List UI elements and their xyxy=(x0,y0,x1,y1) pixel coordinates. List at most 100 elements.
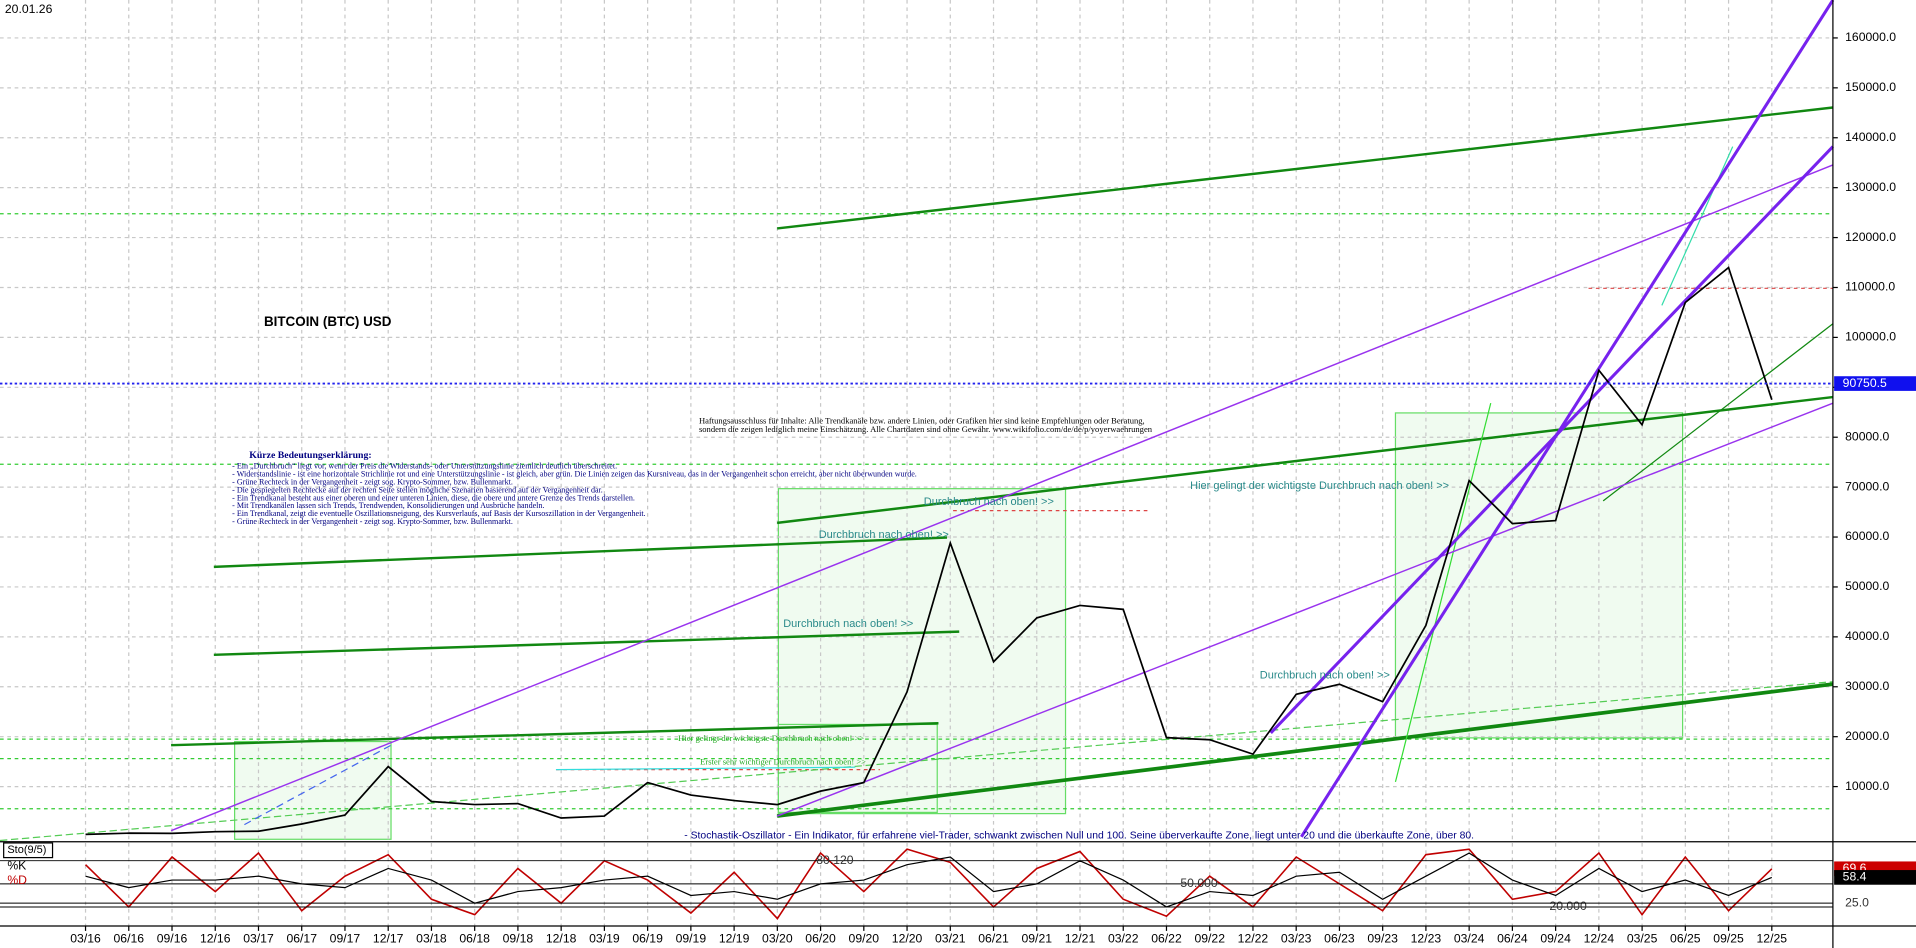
y-tick-label: 30000.0 xyxy=(1845,679,1889,693)
x-tick-label: 06/21 xyxy=(978,932,1009,946)
trend-line xyxy=(776,402,1834,817)
x-tick-label: 03/21 xyxy=(935,932,966,946)
annotation: Durchbruch nach oben! >> xyxy=(1260,669,1390,681)
y-tick-label: 10000.0 xyxy=(1845,779,1889,793)
x-tick-label: 03/17 xyxy=(243,932,274,946)
y-tick-label: 140000.0 xyxy=(1845,130,1896,144)
x-tick-label: 12/19 xyxy=(719,932,750,946)
value-tag xyxy=(1834,870,1916,885)
x-tick-label: 09/24 xyxy=(1540,932,1571,946)
annotation: - Die gespiegelten Rechtecke auf der rec… xyxy=(232,485,603,494)
y-tick-label: 70000.0 xyxy=(1845,479,1889,493)
x-tick-label: 09/25 xyxy=(1713,932,1744,946)
x-tick-label: 06/24 xyxy=(1497,932,1528,946)
annotation: Durchbruch nach oben! >> xyxy=(819,529,949,541)
y-tick-label: 25.0 xyxy=(1845,895,1869,909)
y-tick-label: 60000.0 xyxy=(1845,529,1889,543)
indicator-title: Sto(9/5) xyxy=(7,844,46,856)
x-tick-label: 09/17 xyxy=(330,932,361,946)
x-tick-label: 06/18 xyxy=(459,932,490,946)
value-label: 58.4 xyxy=(1843,870,1867,884)
x-tick-label: 06/19 xyxy=(632,932,663,946)
indicator-box xyxy=(3,842,54,859)
annotation: Hier gelingt der wichtigste Durchbruch n… xyxy=(1190,480,1449,492)
y-tick-label: 20000.0 xyxy=(1845,729,1889,743)
x-tick-label: 09/23 xyxy=(1367,932,1398,946)
y-tick-label: 20.000 xyxy=(1549,899,1587,913)
y-tick-label: 50.000 xyxy=(1180,876,1218,890)
annotation: - Stochastik-Oszillator - Ein Indikator,… xyxy=(684,830,1474,841)
zone-rect xyxy=(234,740,392,840)
y-tick-label: 120000.0 xyxy=(1845,230,1896,244)
annotation: - Mit Trendkanälen lassen sich Trends, T… xyxy=(232,501,544,510)
annotation: Durchbruch nach oben! >> xyxy=(924,496,1054,508)
annotation: Haftungsausschluss für Inhalte: Alle Tre… xyxy=(699,415,1145,425)
trend-line xyxy=(244,744,392,826)
annotation: - Widerstandslinie - ist eine horizontal… xyxy=(232,469,917,478)
trend-line xyxy=(777,395,1834,525)
x-tick-label: 03/18 xyxy=(416,932,447,946)
x-tick-label: 12/18 xyxy=(546,932,577,946)
trend-line xyxy=(1269,145,1835,735)
chart-title: BITCOIN (BTC) USD xyxy=(264,314,392,329)
last-price-tag xyxy=(1834,376,1916,391)
trend-line xyxy=(777,106,1834,230)
x-tick-label: 06/20 xyxy=(805,932,836,946)
x-tick-label: 09/19 xyxy=(676,932,707,946)
x-tick-label: 03/16 xyxy=(70,932,101,946)
x-tick-label: 12/21 xyxy=(1065,932,1096,946)
y-tick-label: 50000.0 xyxy=(1845,579,1889,593)
price-line xyxy=(85,266,1773,836)
legend-entry: %K xyxy=(7,858,26,872)
trend-line xyxy=(555,766,856,771)
annotation: Erster sehr wichtiger Durchbruch nach ob… xyxy=(700,756,866,766)
legend-entry: %D xyxy=(7,873,27,887)
y-tick-label: 160000.0 xyxy=(1845,30,1896,44)
x-tick-label: 12/17 xyxy=(373,932,404,946)
y-tick-label: 80000.0 xyxy=(1845,429,1889,443)
grid xyxy=(0,0,1833,927)
last-price-label: 90750.5 xyxy=(1843,376,1887,390)
x-tick-label: 03/25 xyxy=(1627,932,1658,946)
x-tick-label: 06/16 xyxy=(113,932,144,946)
annotation: - Ein Trendkanal, zeigt die eventuelle O… xyxy=(232,509,645,518)
x-tick-label: 12/16 xyxy=(200,932,231,946)
trend-line xyxy=(170,164,1834,832)
annotation: sondern die zeigen lediglich meine Einsc… xyxy=(699,424,1153,434)
x-tick-label: 06/17 xyxy=(286,932,317,946)
trend-line xyxy=(1661,146,1734,306)
y-tick-label: 150000.0 xyxy=(1845,80,1896,94)
x-tick-label: 06/22 xyxy=(1151,932,1182,946)
x-tick-label: 12/25 xyxy=(1757,932,1788,946)
annotation: - Ein „Durchbruch“ liegt vor, wenn der P… xyxy=(232,462,617,471)
annotation: Kürze Bedeutungserklärung: xyxy=(249,450,371,461)
x-tick-label: 09/16 xyxy=(157,932,188,946)
stochastic-line xyxy=(84,848,1773,920)
trend-lines xyxy=(0,0,1835,842)
x-tick-label: 03/20 xyxy=(762,932,793,946)
x-tick-label: 03/23 xyxy=(1281,932,1312,946)
annotation: - Grüne Rechteck in der Vergangenheit - … xyxy=(232,517,513,526)
y-tick-label: 130000.0 xyxy=(1845,180,1896,194)
x-tick-label: 12/23 xyxy=(1411,932,1442,946)
trend-line xyxy=(213,630,960,657)
x-tick-label: 03/24 xyxy=(1454,932,1485,946)
x-tick-label: 09/22 xyxy=(1194,932,1225,946)
x-tick-label: 06/25 xyxy=(1670,932,1701,946)
x-tick-label: 09/18 xyxy=(503,932,534,946)
y-tick-label: 80.120 xyxy=(816,853,854,867)
trend-line xyxy=(776,682,1834,818)
x-tick-label: 12/20 xyxy=(892,932,923,946)
trend-line xyxy=(213,536,948,569)
x-tick-label: 09/21 xyxy=(1021,932,1052,946)
trend-line xyxy=(1602,323,1834,502)
x-tick-label: 03/19 xyxy=(589,932,620,946)
x-tick-label: 06/23 xyxy=(1324,932,1355,946)
x-tick-label: 12/22 xyxy=(1238,932,1269,946)
y-tick-label: 100000.0 xyxy=(1845,330,1896,344)
x-tick-label: 09/20 xyxy=(849,932,880,946)
y-tick-label: 110000.0 xyxy=(1845,280,1895,294)
trend-line xyxy=(1300,0,1835,838)
